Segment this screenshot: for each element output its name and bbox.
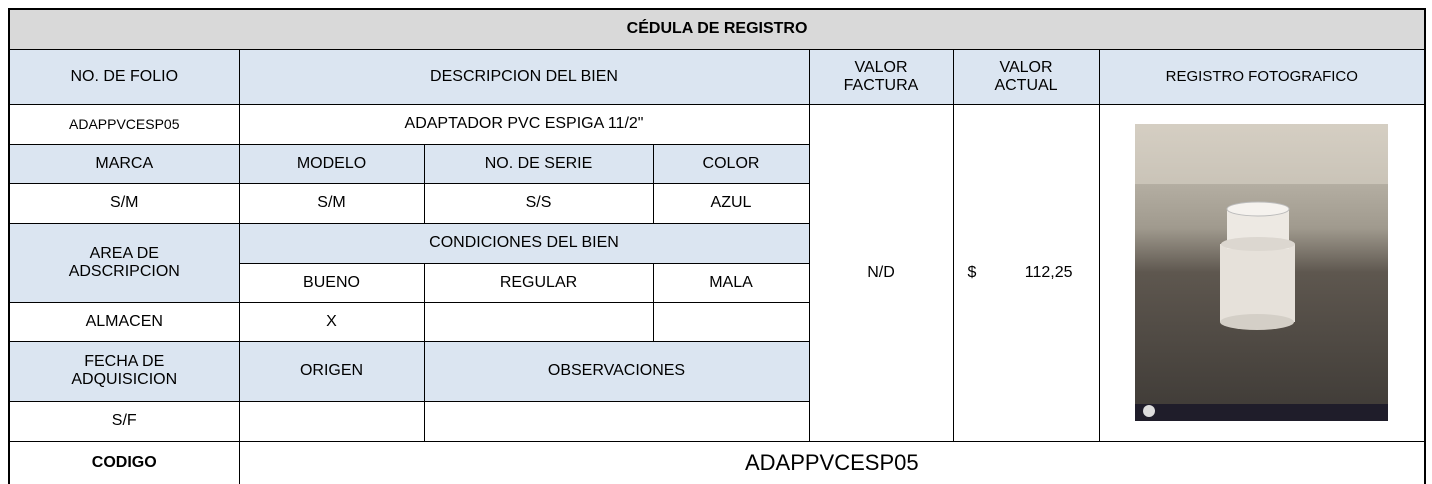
photo <box>1135 124 1389 421</box>
cell <box>238 400 425 442</box>
cell: COLOR <box>652 143 810 184</box>
cell: S/F <box>8 400 240 442</box>
title: CÉDULA DE REGISTRO <box>8 8 1426 50</box>
cell: S/S <box>423 182 654 224</box>
cell: MARCA <box>8 143 240 184</box>
cell: AREA DE ADSCRIPCION <box>8 222 240 303</box>
registro-table: CÉDULA DE REGISTRO NO. DE FOLIO DESCRIPC… <box>8 8 1427 484</box>
cell: CONDICIONES DEL BIEN <box>238 222 810 264</box>
cell: S/M <box>8 182 240 224</box>
cell: N/D <box>808 103 954 442</box>
cell-text: FECHA DE ADQUISICION <box>71 353 178 388</box>
cell: FECHA DE ADQUISICION <box>8 340 240 402</box>
cell-text: AREA DE ADSCRIPCION <box>68 244 180 280</box>
header-text: VALOR FACTURA <box>843 58 919 94</box>
cell: AZUL <box>652 182 810 224</box>
cell: ALMACEN <box>8 301 240 342</box>
cell <box>423 400 810 442</box>
header-cell: VALOR ACTUAL <box>952 48 1100 105</box>
currency: $ <box>967 263 977 281</box>
cell: BUENO <box>238 262 425 303</box>
header-cell: DESCRIPCION DEL BIEN <box>238 48 810 105</box>
amount: $112,25 <box>954 263 1098 282</box>
cell <box>652 301 810 342</box>
header-cell: VALOR FACTURA <box>808 48 954 105</box>
cell: REGULAR <box>423 262 654 303</box>
cell: ORIGEN <box>238 340 425 402</box>
cell <box>423 301 654 342</box>
cell: CODIGO <box>8 440 240 484</box>
cell: NO. DE SERIE <box>423 143 654 184</box>
cell: ADAPPVCESP05 <box>238 440 1426 484</box>
value: 112,25 <box>1024 263 1073 281</box>
cell: MODELO <box>238 143 425 184</box>
cell: OBSERVACIONES <box>423 340 810 402</box>
cell: ADAPPVCESP05 <box>8 103 240 145</box>
cell: MALA <box>652 262 810 303</box>
header-cell: NO. DE FOLIO <box>8 48 240 105</box>
cell: ADAPTADOR PVC ESPIGA 11/2" <box>238 103 810 145</box>
cell: X <box>238 301 425 342</box>
header-text: VALOR ACTUAL <box>994 58 1058 94</box>
cell: S/M <box>238 182 425 224</box>
photo-cell <box>1098 103 1426 442</box>
header-cell: REGISTRO FOTOGRAFICO <box>1098 48 1426 105</box>
cell: $112,25 <box>952 103 1100 442</box>
